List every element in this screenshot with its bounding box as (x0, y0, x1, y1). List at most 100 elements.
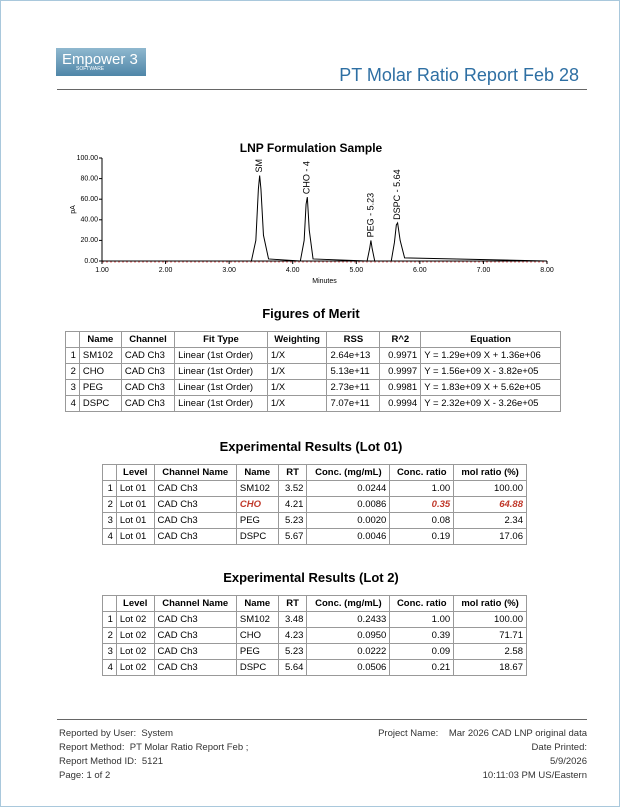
peak-label: CHO - 4 (302, 161, 312, 194)
cell: 0.9971 (379, 347, 422, 364)
cell: SM102 (235, 611, 279, 628)
cell: Linear (1st Order) (174, 347, 268, 364)
row-index: 3 (65, 379, 80, 396)
cell: 0.0020 (306, 512, 391, 529)
cell: 100.00 (453, 611, 527, 628)
date: 5/9/2026 (550, 756, 587, 767)
cell: 0.19 (389, 528, 455, 545)
table-row: 3 Lot 01 CAD Ch3 PEG 5.23 0.0020 0.08 2.34 (102, 512, 527, 529)
cell: 2.64e+13 (326, 347, 381, 364)
table-row: 2 Lot 02 CAD Ch3 CHO 4.23 0.0950 0.39 71.71 (102, 627, 527, 644)
cell: CAD Ch3 (120, 347, 176, 364)
cell: 0.0244 (306, 480, 391, 497)
y-tick-label: 0.00 (84, 258, 98, 265)
x-tick-label: 8.00 (540, 267, 554, 274)
data-table: Name Channel Fit Type Weighting RSS R^2 Equati… (65, 331, 561, 412)
footer-line: Reported by User: System (59, 728, 174, 739)
cell: CAD Ch3 (153, 528, 237, 545)
x-tick-label: 6.00 (413, 267, 427, 274)
x-tick-label: 7.00 (477, 267, 491, 274)
date-label: Date Printed: (531, 742, 587, 753)
cell: Lot 01 (115, 512, 155, 529)
report-title: PT Molar Ratio Report Feb 28 (339, 65, 579, 85)
row-index: 3 (102, 643, 117, 660)
cell: PEG (235, 512, 279, 529)
x-tick-label: 3.00 (222, 267, 236, 274)
table-body: 1 Lot 01 CAD Ch3 SM102 3.52 0.0244 1.00 100.00 2… (102, 480, 527, 545)
cell: 2.58 (453, 643, 527, 660)
row-index: 2 (102, 627, 117, 644)
row-index: 1 (102, 480, 117, 497)
footer-left: Reported by User: System Report Method: P… (59, 727, 248, 783)
cell: CHO (78, 363, 122, 380)
cell: DSPC (235, 528, 279, 545)
cell: Linear (1st Order) (174, 379, 268, 396)
column-header: RSS (326, 331, 381, 348)
table-row: 3 PEG CAD Ch3 Linear (1st Order) 1/X 2.73e+11… (65, 379, 561, 396)
cell: 100.00 (453, 480, 527, 497)
y-tick-label: 20.00 (80, 237, 98, 244)
header-rule (57, 89, 587, 90)
row-index: 2 (65, 363, 80, 380)
project-line: Project Name: Mar 2026 CAD LNP original … (378, 727, 587, 741)
x-axis-label: Minutes (312, 278, 337, 285)
cell: 5.23 (277, 512, 308, 529)
column-header: Name (235, 595, 279, 612)
column-header: RT (277, 464, 308, 481)
row-index: 4 (65, 395, 80, 412)
column-header: Conc. ratio (389, 595, 455, 612)
cell: Linear (1st Order) (174, 395, 268, 412)
column-header: Weighting (266, 331, 328, 348)
cell: 3.52 (277, 480, 308, 497)
column-header: mol ratio (%) (453, 464, 527, 481)
table-head: Level Channel Name Name RT Conc. (mg/mL) Conc… (102, 464, 527, 481)
column-header: Name (78, 331, 122, 348)
cell: Lot 01 (115, 528, 155, 545)
section-title: Experimental Results (Lot 2) (223, 570, 399, 585)
project-label: Project Name: (378, 728, 439, 739)
cell: 0.2433 (306, 611, 391, 628)
trace (102, 175, 548, 262)
row-index: 1 (102, 611, 117, 628)
cell: 1/X (266, 395, 328, 412)
cell: 5.23 (277, 643, 308, 660)
row-index: 2 (102, 496, 117, 513)
cell: 0.9994 (379, 395, 422, 412)
table-row: 2 Lot 01 CAD Ch3 CHO 4.21 0.0086 0.35 64.88 (102, 496, 527, 513)
footer-line: Page: 1 of 2 (59, 770, 111, 781)
cell: PEG (78, 379, 122, 396)
cell: 2.34 (453, 512, 527, 529)
cell: CAD Ch3 (153, 480, 237, 497)
y-tick-label: 40.00 (80, 217, 98, 224)
cell: 64.88 (453, 496, 527, 513)
peak-label: SM (254, 159, 264, 173)
cell: Y = 1.29e+09 X + 1.36e+06 (420, 347, 561, 364)
cell: Lot 02 (115, 659, 155, 676)
cell: 4.23 (277, 627, 308, 644)
project: Mar 2026 CAD LNP original data (448, 728, 587, 739)
cell: 7.07e+11 (326, 395, 381, 412)
column-header: Conc. (mg/mL) (306, 464, 391, 481)
cell: CAD Ch3 (120, 379, 176, 396)
x-tick-label: 2.00 (159, 267, 173, 274)
x-tick-label: 1.00 (95, 267, 109, 274)
cell: Lot 01 (115, 496, 155, 513)
chart-title: LNP Formulation Sample (240, 141, 383, 155)
cell: 0.09 (389, 643, 455, 660)
table-row: 4 DSPC CAD Ch3 Linear (1st Order) 1/X 7.07e+1… (65, 395, 561, 412)
table-head: Level Channel Name Name RT Conc. (mg/mL) Conc… (102, 595, 527, 612)
x-tick-label: 4.00 (286, 267, 300, 274)
cell: DSPC (78, 395, 122, 412)
table-row: 2 CHO CAD Ch3 Linear (1st Order) 1/X 5.13e+11… (65, 363, 561, 380)
cell: Lot 01 (115, 480, 155, 497)
header-row: Level Channel Name Name RT Conc. (mg/mL) Conc… (102, 595, 527, 612)
index-header (65, 331, 80, 348)
column-header: mol ratio (%) (453, 595, 527, 612)
y-tick-label: 80.00 (80, 175, 98, 182)
time: 10:11:03 PM US/Eastern (482, 770, 587, 781)
cell: 1.00 (389, 611, 455, 628)
y-tick-label: 100.00 (77, 155, 99, 162)
cell: 2.73e+11 (326, 379, 381, 396)
cell: Y = 1.56e+09 X - 3.82e+05 (420, 363, 561, 380)
